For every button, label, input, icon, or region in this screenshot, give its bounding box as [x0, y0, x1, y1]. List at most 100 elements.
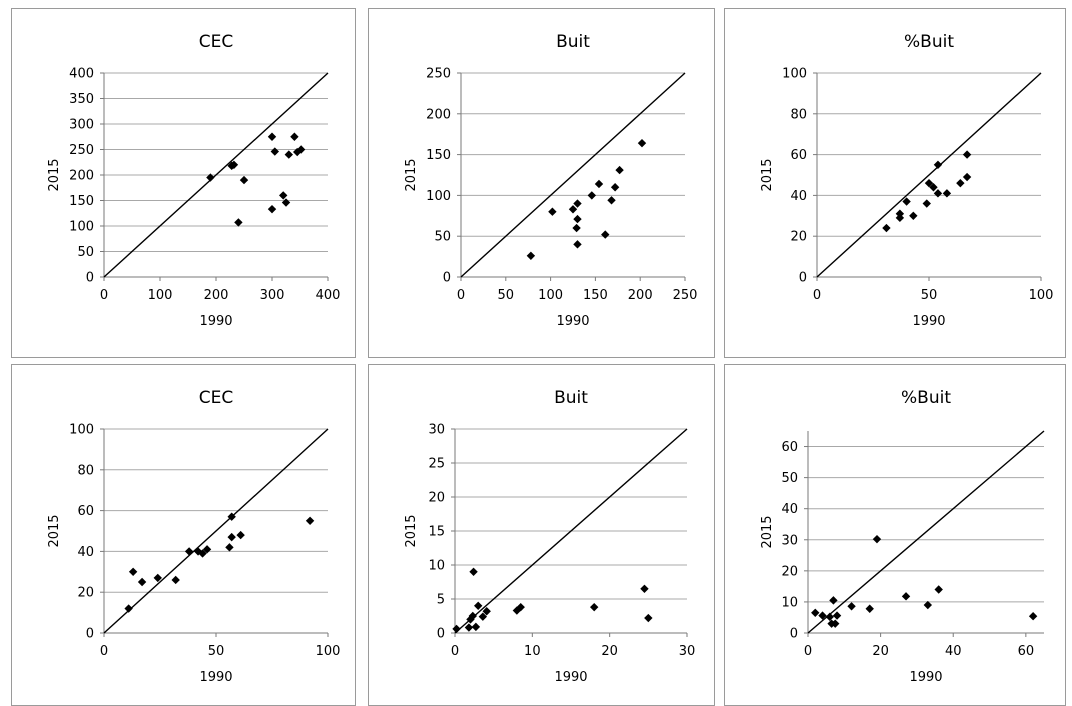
chart-panel-pctbuit-bottom: 0 10 20 30 40 50 60 0 20 40 60 %Buit 1990 2015 — [724, 364, 1066, 706]
x-tick-label: 30 — [679, 644, 696, 659]
data-point — [644, 613, 653, 623]
data-point — [590, 602, 599, 612]
data-point — [934, 585, 943, 594]
data-point — [468, 611, 477, 621]
data-point — [615, 165, 624, 175]
y-axis-label: 2015 — [760, 158, 775, 191]
data-point — [607, 196, 616, 205]
data-point — [601, 230, 610, 239]
data-point — [236, 530, 245, 540]
data-point — [956, 178, 965, 188]
x-tick-label: 200 — [628, 288, 653, 303]
y-tick-label: 0 — [443, 271, 451, 286]
reference-line — [460, 72, 686, 278]
data-point — [471, 622, 481, 632]
data-point — [610, 183, 620, 192]
scatter-chart: 0 20 40 60 80 100 0 50 100 %Buit 1990 2015 — [760, 32, 1054, 329]
y-tick-label: 10 — [781, 595, 798, 610]
data-point — [882, 223, 891, 233]
y-tick-label: 40 — [781, 502, 798, 517]
data-point — [464, 623, 474, 632]
y-tick-label: 15 — [428, 525, 445, 540]
y-tick-label: 0 — [86, 271, 94, 286]
y-tick-label: 20 — [77, 586, 94, 601]
data-point — [637, 138, 647, 148]
chart-title: CEC — [199, 32, 233, 52]
data-point — [284, 150, 293, 159]
x-tick-label: 50 — [498, 288, 515, 303]
data-point — [267, 204, 277, 214]
y-tick-label: 200 — [69, 169, 94, 184]
x-axis-label: 1990 — [556, 314, 589, 329]
data-point — [469, 567, 478, 576]
y-tick-label: 60 — [77, 504, 94, 519]
data-point — [206, 173, 215, 182]
y-tick-label: 50 — [77, 245, 94, 260]
y-tick-label: 60 — [790, 148, 807, 163]
x-axis-label: 1990 — [554, 670, 587, 685]
y-tick-label: 50 — [434, 230, 451, 245]
data-point — [818, 611, 827, 620]
data-point — [305, 516, 315, 525]
data-point — [270, 147, 279, 156]
data-point — [909, 211, 918, 220]
y-tick-label: 100 — [69, 220, 94, 235]
y-tick-label: 400 — [69, 67, 94, 82]
chart-title: %Buit — [904, 32, 954, 52]
chart-title: Buit — [554, 388, 588, 408]
chart-panel-pctbuit-top: 0 20 40 60 80 100 0 50 100 %Buit 1990 2015 — [724, 8, 1066, 358]
data-point — [548, 207, 557, 216]
x-tick-label: 300 — [260, 288, 285, 303]
scatter-chart: 0 10 20 30 40 50 60 0 20 40 60 %Buit 1990 2015 — [760, 388, 1045, 685]
data-point — [239, 175, 249, 185]
y-tick-label: 20 — [790, 230, 807, 245]
y-tick-label: 100 — [426, 189, 451, 204]
data-point — [137, 577, 147, 587]
y-tick-label: 80 — [77, 463, 94, 478]
x-tick-label: 0 — [100, 644, 108, 659]
chart-panel-cec-top: 0 50 100 150 200 250 300 350 400 0 100 200 300 400 CEC… — [11, 8, 356, 358]
data-point — [526, 251, 536, 260]
y-tick-label: 0 — [790, 627, 798, 642]
data-point — [279, 191, 288, 200]
data-point — [933, 160, 943, 169]
data-point — [229, 160, 239, 169]
x-tick-label: 100 — [148, 288, 173, 303]
data-point — [865, 604, 874, 613]
data-point — [872, 534, 882, 544]
y-tick-label: 0 — [86, 627, 94, 642]
y-tick-label: 80 — [790, 107, 807, 122]
y-tick-label: 20 — [428, 491, 445, 506]
x-tick-label: 60 — [1018, 644, 1035, 659]
chart-title: %Buit — [901, 388, 951, 408]
data-point — [640, 584, 649, 593]
y-tick-label: 40 — [77, 545, 94, 560]
x-tick-label: 250 — [673, 288, 698, 303]
y-axis-label: 2015 — [47, 158, 62, 191]
data-point — [962, 172, 972, 182]
chart-panel-cec-bottom: 0 20 40 60 80 100 0 50 100 CEC 1990 2015 — [11, 364, 356, 706]
y-tick-label: 30 — [781, 533, 798, 548]
reference-line — [807, 430, 1045, 634]
x-tick-label: 0 — [804, 644, 812, 659]
data-point — [901, 592, 911, 601]
y-tick-label: 200 — [426, 107, 451, 122]
scatter-chart: 0 50 100 150 200 250 300 350 400 0 100 200 300 400 CEC… — [47, 32, 340, 329]
y-tick-label: 50 — [781, 471, 798, 486]
x-tick-label: 10 — [524, 644, 541, 659]
data-point — [825, 612, 834, 622]
chart-title: Buit — [556, 32, 590, 52]
data-point — [933, 189, 943, 198]
reference-line — [103, 72, 329, 278]
reference-line — [816, 72, 1042, 278]
x-tick-label: 100 — [1029, 288, 1054, 303]
y-tick-label: 25 — [428, 457, 445, 472]
chart-panel-buit-bottom: 0 5 10 15 20 25 30 0 10 20 30 Buit 1990 2015 — [368, 364, 715, 706]
x-tick-label: 0 — [100, 288, 108, 303]
data-point — [594, 179, 604, 189]
x-tick-label: 50 — [921, 288, 938, 303]
data-point — [922, 199, 931, 208]
data-point — [568, 205, 578, 214]
x-tick-label: 0 — [451, 644, 459, 659]
data-point — [924, 178, 934, 188]
